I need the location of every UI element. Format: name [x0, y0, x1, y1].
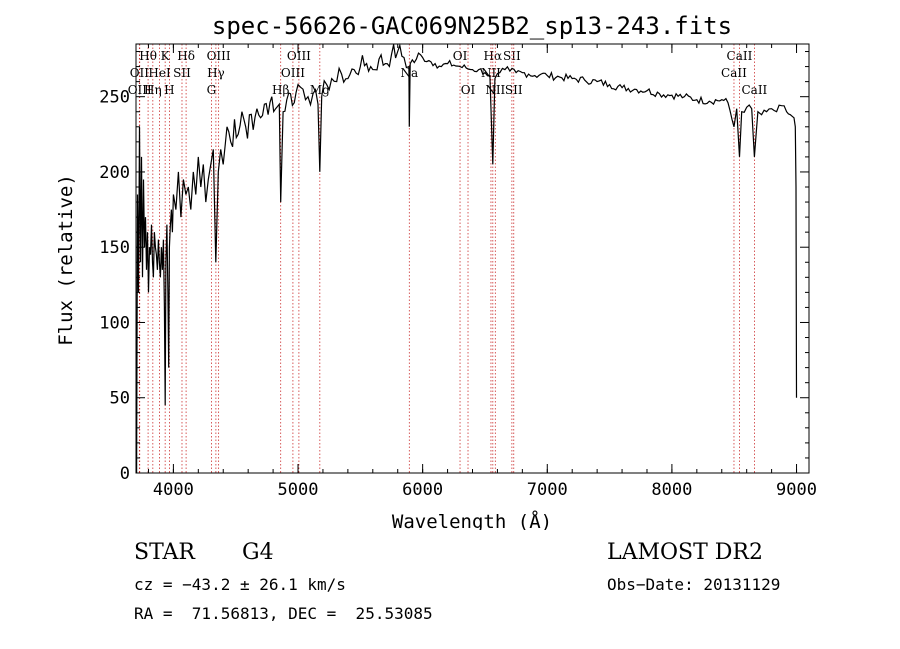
y-tick-label-0: 0 — [120, 464, 130, 484]
x-tick-label-1: 5000 — [278, 480, 319, 500]
line-marker-label-23: SII — [505, 83, 523, 97]
object-class: STAR — [134, 540, 195, 565]
line-marker-label-20: SII — [503, 49, 521, 63]
y-axis-label: Flux (relative) — [55, 174, 77, 346]
line-marker-label-14: Hβ — [272, 83, 289, 97]
line-marker-label-26: CaII — [741, 83, 767, 97]
line-marker-label-15: Mg — [310, 83, 330, 97]
y-tick-label-4: 200 — [99, 163, 130, 183]
line-marker-label-19: Hα — [484, 49, 503, 63]
y-tick-label-1: 50 — [110, 389, 130, 409]
line-marker-label-18: OI — [461, 83, 476, 97]
line-marker-label-5: HeI — [148, 66, 171, 80]
x-axis-label: Wavelength (Å) — [392, 510, 552, 530]
observation-date: Obs−Date: 20131129 — [607, 575, 781, 594]
axis-ticks: 4000 5000 6000 7000 8000 9000 0 50 100 150 200 250 — [99, 44, 817, 500]
line-marker-label-24: CaII — [727, 49, 753, 63]
coordinates: RA = 71.56813, DEC = 25.53085 — [134, 604, 433, 623]
line-marker-label-7: Hδ — [177, 49, 195, 63]
x-tick-label-5: 9000 — [776, 480, 817, 500]
chart-title: spec-56626-GAC069N25B2_sp13-243.fits — [212, 12, 732, 40]
y-tick-label-3: 150 — [99, 238, 130, 258]
line-marker-label-2: OIII — [128, 83, 152, 97]
line-marker-label-8: SII — [173, 66, 191, 80]
line-marker-label-10: Hγ — [207, 66, 225, 80]
line-marker-label-0: Hθ — [139, 49, 157, 63]
object-subclass: G4 — [242, 540, 274, 565]
line-marker-label-11: G — [207, 83, 217, 97]
line-marker-label-17: OI — [453, 49, 468, 63]
line-marker-label-12: OIII — [287, 49, 311, 63]
line-marker-label-6: H — [164, 83, 174, 97]
line-marker-label-9: OIII — [207, 49, 231, 63]
line-marker-label-25: CaII — [721, 66, 747, 80]
spectrum-series-line — [136, 43, 798, 474]
line-marker-label-22: NII — [485, 83, 505, 97]
redshift-cz: cz = −43.2 ± 26.1 km/s — [134, 575, 346, 594]
x-tick-label-0: 4000 — [153, 480, 194, 500]
plot-frame — [135, 43, 810, 474]
survey-name: LAMOST DR2 — [607, 540, 763, 565]
line-marker-label-13: OIII — [281, 66, 305, 80]
line-marker-label-4: K — [161, 49, 171, 63]
x-tick-label-2: 6000 — [402, 480, 443, 500]
x-tick-label-3: 7000 — [527, 480, 568, 500]
y-tick-label-5: 250 — [99, 88, 130, 108]
x-tick-label-4: 8000 — [651, 480, 692, 500]
spectrum-chart: spec-56626-GAC069N25B2_sp13-243.fits Hθ O… — [55, 12, 817, 530]
line-marker-label-3: Hη — [144, 83, 162, 97]
y-tick-label-2: 100 — [99, 313, 130, 333]
